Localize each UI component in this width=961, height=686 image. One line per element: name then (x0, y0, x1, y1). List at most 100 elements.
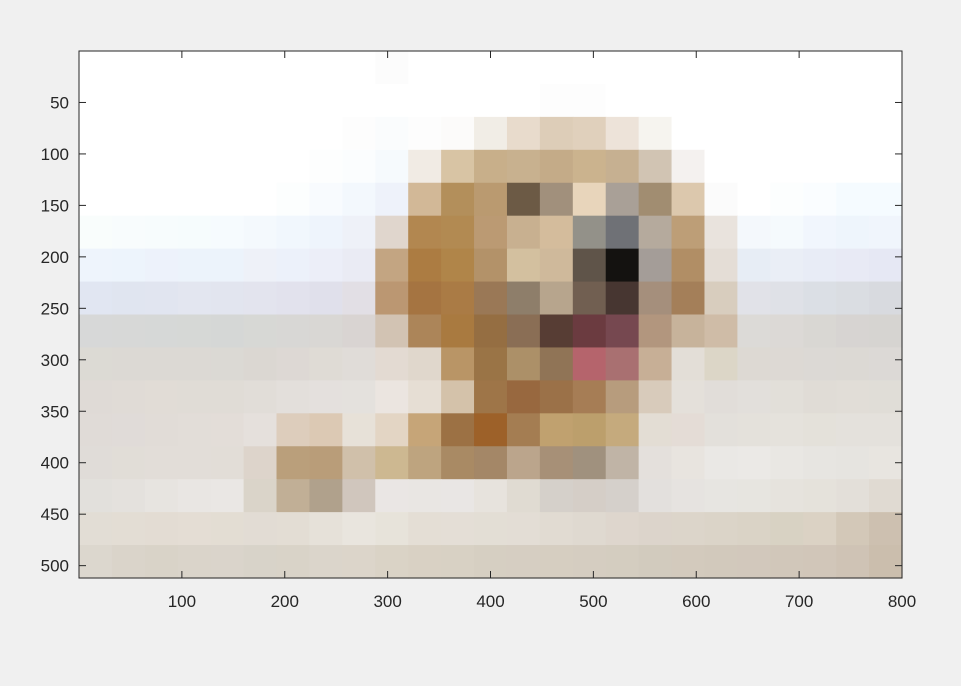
y-tick-labels: 50 100 150 200 250 300 350 400 450 500 (41, 93, 69, 575)
pixel-cell (572, 446, 607, 480)
pixel-cell (441, 51, 475, 85)
pixel-cell (276, 149, 311, 184)
pixel-cell (243, 248, 278, 283)
pixel-cell (441, 545, 475, 579)
pixel-cell (276, 314, 311, 349)
pixel-cell (243, 545, 278, 579)
pixel-cell (210, 248, 245, 283)
pixel-cell (111, 51, 146, 85)
pixel-cell (375, 51, 409, 85)
pixel-cell (375, 479, 409, 513)
y-tick-label: 50 (50, 93, 69, 112)
pixel-cell (770, 182, 804, 217)
pixel-cell (111, 116, 146, 151)
pixel-cell (79, 215, 113, 250)
pixel-cell (309, 83, 343, 118)
pixel-cell (210, 314, 245, 349)
pixel-cell (243, 512, 278, 546)
pixel-cell (671, 83, 706, 118)
pixel-cell (671, 347, 706, 381)
pixel-cell (309, 479, 343, 513)
pixel-cell (144, 347, 179, 381)
pixel-cell (111, 248, 146, 283)
pixel-cell (342, 248, 376, 283)
pixel-cell (408, 215, 442, 250)
pixel-cell (803, 182, 837, 217)
pixel-cell (539, 413, 574, 447)
pixel-cell (572, 149, 607, 184)
pixel-cell (309, 413, 343, 447)
pixel-cell (869, 149, 903, 184)
pixel-cell (474, 314, 508, 349)
pixel-cell (342, 446, 376, 480)
pixel-cell (770, 446, 804, 480)
pixel-cell (803, 545, 837, 579)
y-tick-label: 450 (41, 505, 69, 524)
pixel-cell (408, 248, 442, 283)
pixel-cell (836, 182, 870, 217)
y-tick-label: 250 (41, 299, 69, 318)
pixel-cell (79, 479, 113, 513)
pixel-cell (243, 215, 278, 250)
y-tick-label: 350 (41, 402, 69, 421)
pixel-cell (474, 248, 508, 283)
pixel-cell (342, 545, 376, 579)
pixel-cell (441, 281, 475, 316)
pixel-cell (144, 248, 179, 283)
pixel-cell (671, 149, 706, 184)
pixel-cell (770, 149, 804, 184)
pixel-cell (605, 512, 640, 546)
pixel-cell (803, 248, 837, 283)
pixel-cell (177, 545, 212, 579)
y-tick-label: 100 (41, 145, 69, 164)
pixel-cell (638, 512, 673, 546)
pixel-cell (737, 248, 771, 283)
pixel-cell (704, 413, 738, 447)
pixel-cell (210, 512, 245, 546)
pixel-cell (572, 512, 607, 546)
pixel-cell (803, 281, 837, 316)
pixel-cell (474, 281, 508, 316)
pixel-cell (79, 281, 113, 316)
pixel-cell (441, 149, 475, 184)
pixel-cell (869, 413, 903, 447)
pixel-cell (243, 116, 278, 151)
pixel-cell (539, 512, 574, 546)
pixel-cell (803, 215, 837, 250)
x-tick-label: 700 (785, 592, 813, 611)
pixel-cell (177, 182, 212, 217)
pixel-cell (79, 380, 113, 414)
pixel-cell (869, 347, 903, 381)
pixel-cell (243, 182, 278, 217)
pixel-cell (506, 446, 541, 480)
pixel-cell (506, 248, 541, 283)
pixel-cell (671, 380, 706, 414)
pixel-cell (737, 314, 771, 349)
pixel-cell (737, 51, 771, 85)
pixel-cell (836, 314, 870, 349)
pixel-cell (671, 182, 706, 217)
pixel-cell (441, 314, 475, 349)
pixel-cell (276, 182, 311, 217)
pixel-cell (770, 83, 804, 118)
pixel-cell (869, 215, 903, 250)
pixel-cell (111, 281, 146, 316)
pixel-cell (638, 347, 673, 381)
pixel-cell (243, 347, 278, 381)
pixel-cell (243, 479, 278, 513)
pixel-cell (803, 446, 837, 480)
pixel-cell (671, 413, 706, 447)
pixel-cell (506, 512, 541, 546)
pixel-cell (408, 380, 442, 414)
pixel-cell (408, 446, 442, 480)
pixel-cell (210, 446, 245, 480)
pixel-cell (79, 314, 113, 349)
pixel-cell (605, 215, 640, 250)
pixel-cell (144, 215, 179, 250)
pixel-cell (539, 347, 574, 381)
pixel-cell (375, 182, 409, 217)
pixel-cell (144, 512, 179, 546)
pixel-cell (441, 347, 475, 381)
pixel-cell (79, 182, 113, 217)
pixel-cell (803, 83, 837, 118)
